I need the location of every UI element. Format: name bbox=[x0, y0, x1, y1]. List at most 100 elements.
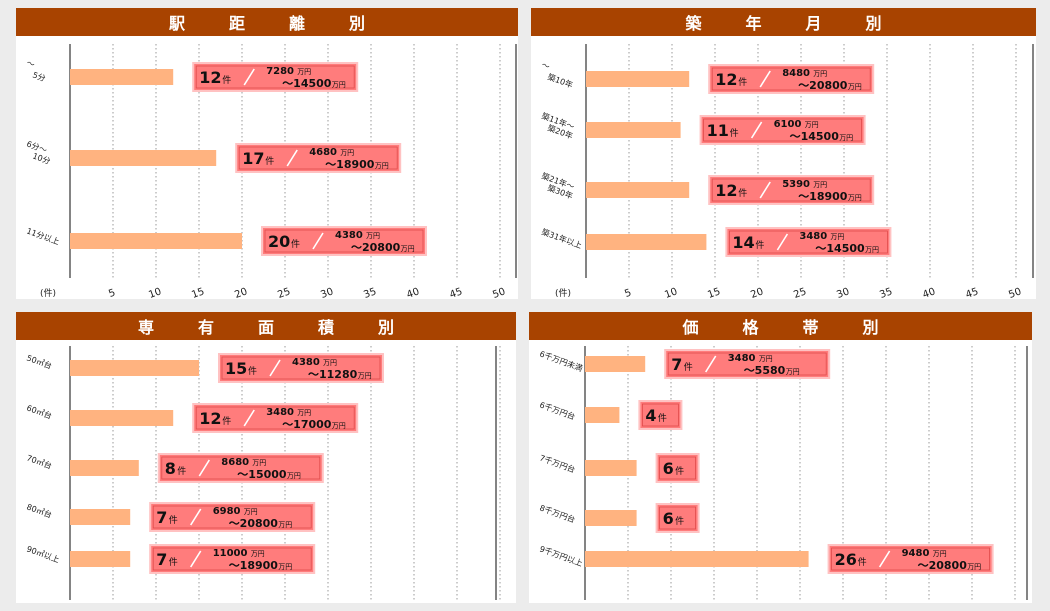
separator-slash bbox=[198, 459, 210, 477]
bar bbox=[70, 410, 174, 426]
price-low-label: 6980 bbox=[213, 506, 241, 517]
label-box-inner bbox=[728, 230, 888, 254]
label-box bbox=[655, 503, 700, 533]
category-label: 70㎡台 bbox=[25, 452, 53, 470]
label-box bbox=[192, 403, 359, 433]
price-low-label: 8680 bbox=[221, 457, 249, 468]
price-high-label: ～18900 bbox=[229, 559, 279, 572]
count-label: 12 bbox=[199, 409, 221, 428]
label-box bbox=[149, 502, 316, 532]
bar bbox=[70, 460, 139, 476]
label-box-inner bbox=[238, 146, 398, 170]
count-label: 14 bbox=[732, 233, 754, 252]
count-unit-label: 件 bbox=[675, 465, 684, 477]
price-high-label: ～20800 bbox=[798, 79, 848, 92]
separator-slash bbox=[776, 233, 789, 251]
x-tick-label: 30 bbox=[319, 286, 335, 299]
category-label: 8千万円台 bbox=[538, 502, 576, 524]
bar bbox=[70, 150, 217, 166]
label-box-inner bbox=[831, 547, 991, 571]
panel-title: 価 格 帯 別 bbox=[529, 312, 1032, 340]
count-label: 12 bbox=[199, 68, 221, 87]
category-label: 60㎡台 bbox=[25, 402, 53, 420]
bar bbox=[70, 360, 199, 376]
x-tick-label: 10 bbox=[663, 286, 679, 299]
label-box-inner bbox=[667, 352, 827, 376]
price-low-label: 11000 bbox=[213, 548, 248, 559]
label-box bbox=[664, 349, 831, 379]
count-unit-label: 件 bbox=[675, 515, 684, 527]
count-label: 12 bbox=[715, 70, 737, 89]
x-tick-label: 40 bbox=[405, 286, 421, 299]
price-high-label: ～14500 bbox=[815, 242, 865, 255]
category-label: 7千万円台 bbox=[538, 452, 576, 474]
label-box bbox=[192, 62, 359, 92]
count-unit-label: 件 bbox=[222, 415, 231, 427]
category-label: 90㎡以上 bbox=[25, 544, 60, 564]
x-tick-label: 10 bbox=[147, 286, 163, 299]
chart-floor-area: 5101520253035404550(件)50㎡台15件4380万円～1128… bbox=[25, 346, 501, 600]
price-low-label: 6100 bbox=[774, 119, 802, 130]
count-unit-label: 件 bbox=[658, 412, 667, 424]
bar bbox=[585, 407, 620, 423]
label-box-inner bbox=[152, 505, 312, 529]
price-unit-label: 万円 bbox=[332, 422, 346, 430]
price-low-label: 4680 bbox=[309, 147, 337, 158]
separator-slash bbox=[759, 70, 771, 88]
category-label: 10分 bbox=[31, 151, 51, 166]
x-tick-label: 50 bbox=[491, 286, 507, 299]
count-label: 8 bbox=[165, 459, 176, 478]
count-unit-label: 件 bbox=[265, 155, 274, 167]
price-unit-label: 万円 bbox=[366, 232, 380, 240]
label-box bbox=[638, 400, 683, 430]
count-label: 15 bbox=[225, 359, 247, 378]
panel-title: 築 年 月 別 bbox=[531, 8, 1036, 36]
bar bbox=[70, 233, 242, 249]
category-label: ～ bbox=[25, 58, 36, 69]
price-low-label: 3480 bbox=[799, 231, 827, 242]
price-low-label: 3480 bbox=[728, 353, 756, 364]
count-unit-label: 件 bbox=[169, 514, 178, 526]
separator-slash bbox=[243, 68, 255, 86]
separator-slash bbox=[750, 121, 763, 139]
axis-unit-label: (件) bbox=[40, 287, 56, 299]
count-label: 6 bbox=[663, 459, 674, 478]
panel-building-age: 築 年 月 別 5 10 15 20 25 30 35 40 45 50 (件) ～築10年 12 件 84… bbox=[531, 8, 1036, 299]
label-box bbox=[218, 353, 384, 383]
count-label: 12 bbox=[715, 181, 737, 200]
label-box-inner bbox=[642, 403, 679, 427]
panel-price-range: 価 格 帯 別 5101520253035404550(件)6千万円未満7件34… bbox=[529, 312, 1032, 603]
label-box bbox=[149, 544, 316, 574]
price-unit-label: 万円 bbox=[251, 550, 265, 558]
category-label: 11分以上 bbox=[25, 226, 60, 246]
count-unit-label: 件 bbox=[738, 187, 747, 199]
separator-slash bbox=[243, 409, 255, 427]
price-unit-label: 万円 bbox=[252, 459, 266, 467]
price-unit-label: 万円 bbox=[848, 83, 862, 91]
panel-station-distance: 駅 距 離 別 5 10 15 20 25 30 35 40 45 50 (件) ～ 5分 12 件 7280… bbox=[16, 8, 518, 299]
bar bbox=[70, 551, 131, 567]
label-box bbox=[699, 115, 866, 145]
count-unit-label: 件 bbox=[222, 74, 231, 86]
bar bbox=[585, 460, 637, 476]
price-unit-label: 万円 bbox=[244, 508, 258, 516]
count-label: 7 bbox=[156, 508, 167, 527]
price-high-label: ～20800 bbox=[351, 241, 401, 254]
chart-price-range: 5101520253035404550(件)6千万円未満7件3480万円～558… bbox=[538, 346, 1028, 600]
bar bbox=[70, 69, 174, 85]
bar bbox=[585, 510, 637, 526]
count-label: 4 bbox=[645, 406, 656, 425]
price-unit-label: 万円 bbox=[830, 233, 844, 241]
bar bbox=[585, 551, 809, 567]
label-box-inner bbox=[152, 547, 312, 571]
price-high-label: ～20800 bbox=[918, 559, 968, 572]
category-label: 9千万円以上 bbox=[538, 543, 584, 568]
count-label: 17 bbox=[242, 149, 264, 168]
separator-slash bbox=[190, 550, 202, 568]
x-tick-label: 45 bbox=[964, 286, 980, 299]
label-box-inner bbox=[161, 456, 321, 480]
panel-title: 専 有 面 積 別 bbox=[16, 312, 516, 340]
price-unit-label: 万円 bbox=[786, 368, 800, 376]
x-tick-label: 15 bbox=[190, 286, 206, 299]
